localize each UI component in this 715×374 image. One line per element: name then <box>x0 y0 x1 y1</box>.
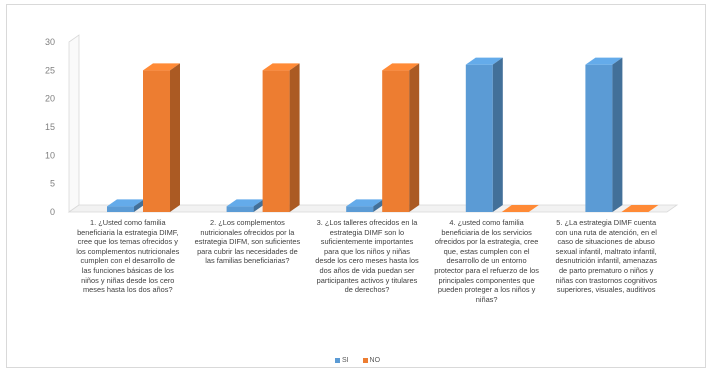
y-tick-label-0: 0 <box>50 207 55 217</box>
bar-no-1 <box>143 63 180 213</box>
y-tick-label-5: 5 <box>50 179 55 189</box>
category-label-5: 5. ¿La estrategia DIMF cuenta con una ru… <box>555 218 657 295</box>
legend-item-si: SI <box>334 357 349 364</box>
category-label-4: 4. ¿usted como familia beneficiaria de l… <box>434 218 539 304</box>
y-tick-label-30: 30 <box>45 37 55 47</box>
y-tick-label-20: 20 <box>45 94 55 104</box>
legend-swatch-no <box>362 357 368 363</box>
bar-si-5 <box>585 57 623 212</box>
category-label-3: 3. ¿Los talleres ofrecidos en la estrate… <box>315 218 419 295</box>
bar-si-2 <box>226 199 264 212</box>
bar-no-5 <box>621 205 659 212</box>
y-tick-label-25: 25 <box>45 65 55 75</box>
bar-si-3 <box>346 199 384 212</box>
bar-si-1 <box>107 199 144 212</box>
bar-si-4 <box>465 57 503 212</box>
category-label-2: 2. ¿Los complementos nutricionales ofrec… <box>194 218 301 266</box>
legend-label-si: SI <box>341 357 349 364</box>
legend: SI NO <box>0 357 715 364</box>
legend-item-no: NO <box>362 357 381 364</box>
bar-no-2 <box>262 63 300 213</box>
category-label-1: 1. ¿Usted como familia beneficiaria la e… <box>76 218 180 295</box>
chart-area: 0 5 10 15 20 25 30 1. ¿Usted como familia bene… <box>6 4 706 368</box>
y-tick-label-10: 10 <box>45 150 55 160</box>
side-wall <box>68 34 80 213</box>
legend-swatch-si <box>334 357 340 363</box>
bar-no-4 <box>501 205 539 212</box>
y-tick-label-15: 15 <box>45 122 55 132</box>
legend-label-no: NO <box>369 357 381 364</box>
chart-plot: 0 5 10 15 20 25 30 <box>45 34 679 217</box>
bar-no-3 <box>382 63 420 213</box>
